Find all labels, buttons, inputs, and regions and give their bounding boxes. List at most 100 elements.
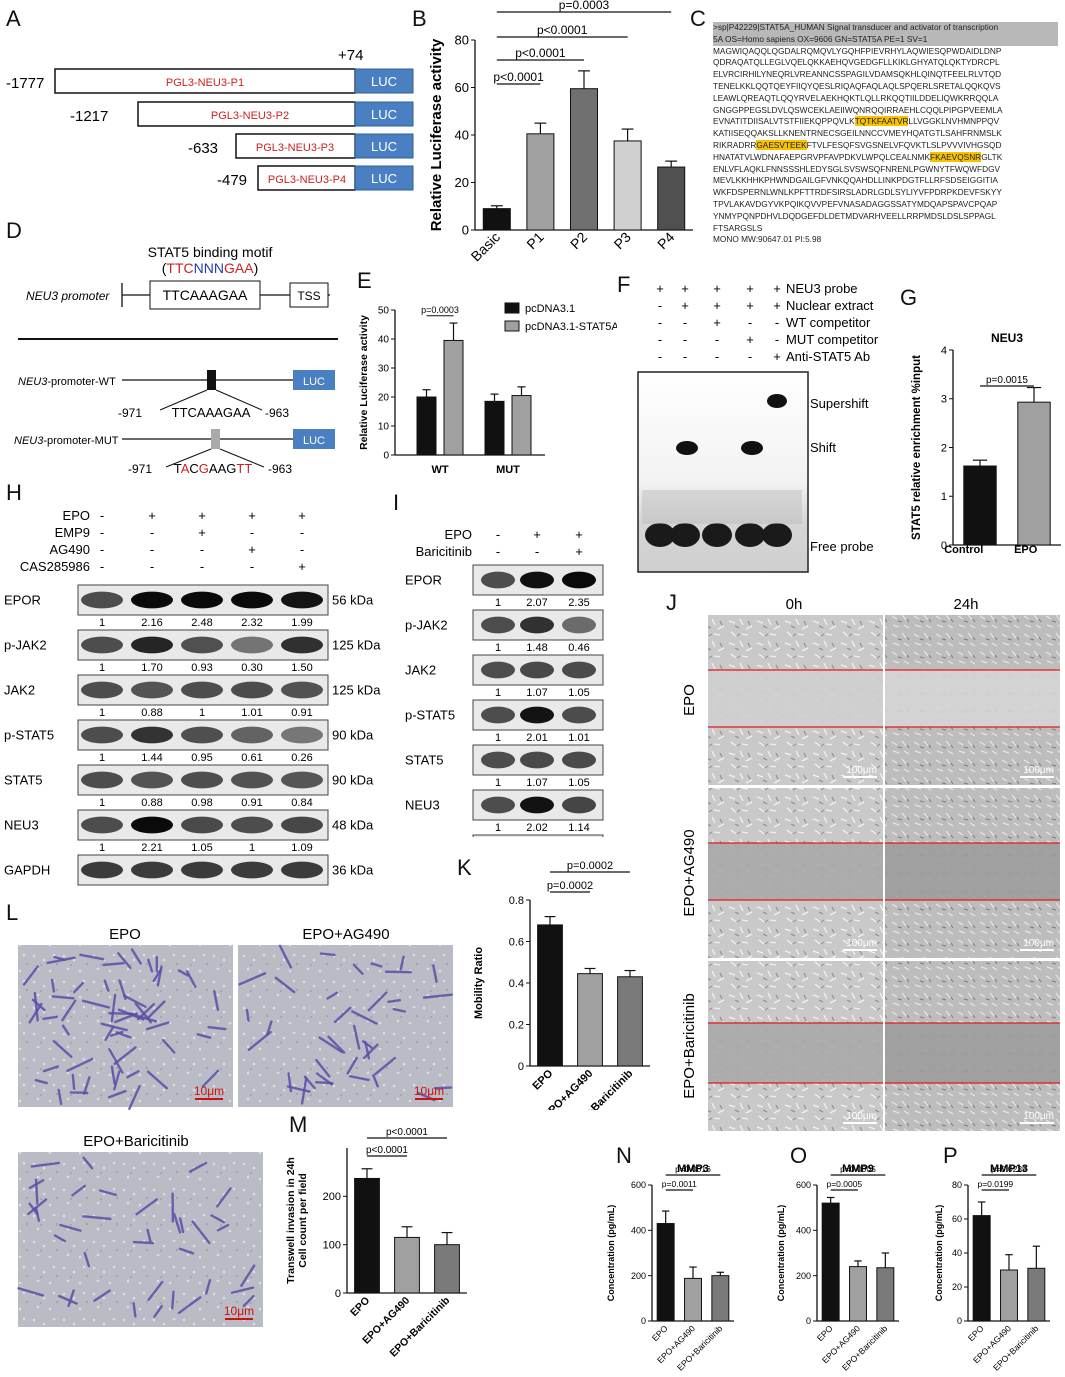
quantification-value: 1.05 [191, 842, 212, 854]
treatment-sign: + [656, 281, 664, 296]
treatment-name: EPO [63, 508, 90, 523]
sequence-line: GNGGPPEGSLDVLQSWCEKLAEIIWQNRQQIRRAEHLCQQ… [713, 104, 1003, 115]
blot-band [281, 681, 323, 699]
panel-label-j: J [666, 590, 677, 615]
treatment-sign: + [713, 281, 721, 296]
quantification-value: 2.07 [526, 597, 547, 609]
blot-band [81, 816, 123, 834]
blot-band [81, 771, 123, 789]
highlighted-peptide: FKAEVQSNR [930, 151, 982, 162]
blot-band [281, 771, 323, 789]
bar [972, 1215, 991, 1322]
blot-band [231, 861, 273, 879]
luc-label: LUC [371, 171, 397, 186]
pos-end: -963 [265, 406, 289, 420]
quantification-value: 1.05 [568, 687, 589, 699]
quantification-value: 1 [495, 597, 501, 609]
transwell-condition-title: EPO+Baricitinib [83, 1133, 188, 1150]
treatment-sign: - [150, 559, 154, 574]
band-label-free-probe: Free probe [810, 539, 874, 554]
y-axis-label: STAT5 relative enrichment %input [911, 355, 923, 540]
y-tick-label: 0 [957, 1316, 962, 1326]
sequence-line: EVNATITDIISALVTSTFIIEKQPPQVLKTQTKFAATVRL… [713, 116, 1000, 127]
y-tick-label: 20 [455, 175, 469, 190]
quantification-value: 1 [495, 732, 501, 744]
construct-start: -479 [217, 172, 247, 189]
y-tick-label: 0 [941, 540, 947, 552]
y-tick-label: 400 [796, 1225, 811, 1235]
blot-band [481, 706, 515, 724]
panel-l-transwell-images: EPO 10μm EPO+AG490 10μm EPO+Baricitinib 10μm [17, 926, 453, 1327]
y-axis-label: Transwell invasion in 24hCell count per … [285, 1157, 309, 1284]
transwell-image [18, 945, 233, 1107]
y-tick-label: 4 [941, 345, 947, 357]
treatment-sign: - [100, 542, 104, 557]
quantification-value: 0.93 [191, 662, 212, 674]
blot-protein-label: JAK2 [405, 663, 436, 678]
quantification-value: 0.84 [291, 797, 312, 809]
quantification-value: 2.02 [526, 822, 547, 834]
legend-swatch [504, 320, 520, 332]
p-value-label: p=0.0002 [567, 860, 613, 872]
treatment-sign: - [683, 332, 687, 347]
quantification-value: 1 [99, 752, 105, 764]
blot-protein-label: EPOR [4, 593, 41, 608]
bar [711, 1275, 730, 1322]
construct-name: PGL3-NEU3-P2 [211, 110, 289, 122]
blot-band [131, 591, 173, 609]
treatment-sign: + [681, 281, 689, 296]
luc-label: LUC [371, 107, 397, 122]
p-value-label: p=0.0003 [559, 0, 610, 12]
sequence-header: >sp|P42229|STAT5A_HUMAN Signal transduce… [713, 22, 1058, 34]
treatment-sign: - [150, 525, 154, 540]
tss-label: TSS [297, 289, 320, 303]
blot-band [281, 636, 323, 654]
quantification-value: 1 [495, 777, 501, 789]
category-label: EPO [815, 1323, 835, 1343]
blot-band [131, 636, 173, 654]
treatment-sign: + [773, 298, 781, 313]
quantification-value: 0.88 [141, 707, 162, 719]
blot-band [181, 816, 223, 834]
treatment-sign: + [773, 281, 781, 296]
quantification-value: 0.46 [568, 642, 589, 654]
blot-band [81, 681, 123, 699]
blot-protein-label: NEU3 [4, 818, 39, 833]
sequence-line: LEAWLQREAQTLQQYRVELAEKHQKTLQLLRKQQTIILDD… [713, 92, 999, 103]
time-col-24h: 24h [953, 596, 978, 613]
scale-bar-label: 100μm [1023, 765, 1054, 776]
condition-label: EPO+Baricitinib [681, 993, 698, 1098]
construct-start: -1777 [6, 75, 44, 92]
free-probe-band [670, 523, 700, 547]
blot-band [520, 661, 554, 679]
blot-protein-label: NEU3 [405, 798, 440, 813]
treatment-sign: + [533, 527, 541, 542]
p-value-label: p=0.0005 [840, 1164, 876, 1174]
sequence-line: WKFDSPERNLWNLKPFTTRDFSIRSLADRLGDLSYLIYVF… [713, 187, 1002, 198]
treatment-sign: - [658, 298, 662, 313]
shift-band [741, 441, 763, 455]
chart-title: MMP3 [677, 1163, 709, 1175]
luc-label: LUC [371, 139, 397, 154]
time-col-0h: 0h [786, 596, 803, 613]
treatment-sign: - [496, 544, 500, 559]
panel-label-l: L [6, 900, 19, 925]
legend-label: pcDNA3.1 [525, 303, 575, 315]
supershift-band [767, 394, 787, 408]
y-tick-label: 0 [383, 451, 389, 462]
blot-strip [472, 834, 604, 837]
panel-label-a: A [6, 6, 21, 31]
bar [537, 924, 563, 1067]
treatment-sign: - [300, 542, 304, 557]
p-value-label: p=0.0002 [547, 880, 593, 892]
blot-protein-label: p-STAT5 [4, 728, 54, 743]
chart-b-luciferase: 0 20 40 60 80 Relative Luciferase activity Bas… [428, 0, 693, 264]
free-probe-band [702, 523, 732, 547]
quantification-value: 2.32 [241, 617, 262, 629]
treatment-sign: + [746, 281, 754, 296]
mut-sequence: TACGAAGTT [174, 461, 253, 476]
y-tick-label: 0 [462, 223, 469, 238]
quantification-value: 1.99 [291, 617, 312, 629]
